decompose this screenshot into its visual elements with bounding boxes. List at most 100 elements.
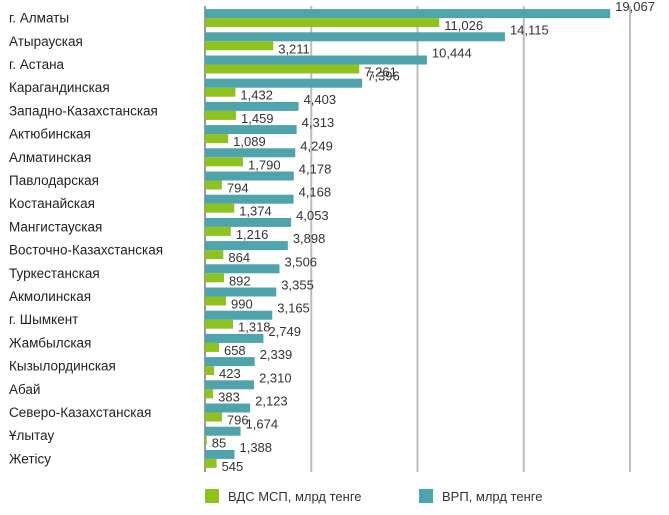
chart-row: Мангистауская 4,053 1,216	[9, 208, 329, 242]
bar-grp	[205, 101, 299, 111]
chart-row: Абай 2,310 383	[9, 370, 292, 404]
value-label-grp: 2,749	[268, 324, 301, 339]
chart-row: Карагандинская 7,396 1,432	[9, 69, 400, 103]
bar-sme-gva	[205, 134, 229, 144]
category-label: Алматинская	[9, 150, 91, 165]
bar-grp	[205, 148, 296, 158]
value-label-grp: 4,403	[304, 92, 337, 107]
bar-grp	[205, 333, 264, 343]
value-label-grp: 19,067	[615, 0, 655, 14]
chart-legend: ВДС МСП, млрд тенге ВРП, млрд тенге	[205, 489, 542, 504]
legend-swatch	[419, 489, 433, 503]
bar-sme-gva	[205, 389, 214, 399]
chart-row: Костанайская 4,168 1,374	[9, 185, 331, 219]
legend-item: ВРП, млрд тенге	[419, 489, 542, 504]
category-label: Атырауская	[9, 34, 83, 49]
value-label-sme-gva: 864	[228, 250, 250, 265]
bar-grp	[205, 449, 235, 459]
bar-grp	[205, 426, 241, 436]
bar-grp	[205, 357, 255, 367]
value-label-grp: 1,388	[239, 440, 272, 455]
value-label-grp: 4,249	[300, 138, 333, 153]
category-label: Кызылординская	[9, 359, 116, 374]
bar-grp	[205, 241, 288, 251]
value-label-grp: 3,506	[285, 254, 318, 269]
value-label-grp: 3,355	[281, 278, 314, 293]
value-label-grp: 4,168	[299, 185, 332, 200]
chart-rows: г. Алматы 19,067 11,026 Атырауская 14,115 3,2…	[9, 0, 655, 474]
legend-label: ВДС МСП, млрд тенге	[228, 489, 362, 504]
value-label-sme-gva: 1,790	[248, 157, 281, 172]
bar-sme-gva	[205, 319, 234, 329]
legend-item: ВДС МСП, млрд тенге	[205, 489, 362, 504]
category-label: Туркестанская	[9, 266, 100, 281]
value-label-grp: 14,115	[510, 22, 549, 37]
chart-row: Ұлытау 1,674 85	[9, 417, 278, 451]
bar-grp	[205, 194, 294, 204]
bar-grp	[205, 264, 280, 274]
bar-grp	[205, 32, 505, 42]
bar-sme-gva	[205, 110, 237, 120]
bar-grp	[205, 125, 297, 135]
bar-sme-gva	[205, 273, 224, 283]
value-label-sme-gva: 1,374	[239, 204, 272, 219]
category-label: г. Астана	[9, 57, 65, 72]
value-label-sme-gva: 1,432	[240, 88, 273, 103]
category-label: Северо-Казахстанская	[9, 405, 151, 420]
bar-sme-gva	[205, 41, 274, 51]
bar-sme-gva	[205, 366, 214, 376]
bar-sme-gva	[205, 180, 222, 190]
category-label: Мангистауская	[9, 219, 102, 234]
category-label: Карагандинская	[9, 80, 110, 95]
category-label: г. Алматы	[9, 11, 69, 26]
value-label-grp: 4,313	[302, 115, 335, 130]
chart-row: Актюбинская 4,313 1,089	[9, 115, 334, 149]
bar-sme-gva	[205, 250, 224, 260]
chart-row: Атырауская 14,115 3,211	[9, 22, 549, 56]
chart-row: г. Астана 10,444 7,261	[9, 46, 472, 80]
chart-row: Восточно-Казахстанская 3,898 864	[9, 231, 325, 265]
value-label-sme-gva: 658	[224, 343, 246, 358]
chart-row: Алматинская 4,249 1,790	[9, 138, 333, 172]
category-label: Костанайская	[9, 196, 95, 211]
bar-sme-gva	[205, 64, 360, 74]
value-label-sme-gva: 892	[229, 273, 251, 288]
bar-sme-gva	[205, 342, 219, 352]
bar-grp	[205, 9, 611, 19]
category-label: Актюбинская	[9, 127, 91, 142]
bar-sme-gva	[205, 412, 222, 422]
bar-grp	[205, 171, 294, 181]
legend-swatch	[205, 489, 219, 503]
bar-grp	[205, 55, 427, 65]
category-label: Жамбылская	[9, 335, 91, 350]
bar-sme-gva	[205, 18, 440, 28]
value-label-sme-gva: 1,216	[236, 227, 269, 242]
bar-grp	[205, 310, 273, 320]
bar-grp	[205, 217, 292, 227]
bar-grp	[205, 380, 255, 390]
chart-row: г. Шымкент 3,165 1,318	[9, 301, 310, 335]
category-label: Абай	[9, 382, 40, 397]
value-label-sme-gva: 85	[212, 436, 226, 451]
category-label: Ұлытау	[9, 428, 54, 443]
chart-row: Акмолинская 3,355 990	[9, 278, 314, 312]
category-label: Жетісу	[9, 451, 51, 466]
bar-sme-gva	[205, 435, 207, 445]
value-label-sme-gva: 1,459	[241, 111, 274, 126]
category-label: г. Шымкент	[9, 312, 78, 327]
chart-row: г. Алматы 19,067 11,026	[9, 0, 655, 33]
chart-row: Кызылординская 2,339 423	[9, 347, 292, 381]
value-label-sme-gva: 794	[227, 181, 249, 196]
value-label-sme-gva: 423	[219, 366, 241, 381]
value-label-grp: 4,053	[296, 208, 329, 223]
legend-label: ВРП, млрд тенге	[442, 489, 542, 504]
chart-row: Туркестанская 3,506 892	[9, 254, 317, 288]
value-label-grp: 10,444	[432, 46, 472, 61]
value-label-grp: 1,674	[246, 417, 279, 432]
value-label-sme-gva: 1,318	[238, 320, 271, 335]
bar-grp	[205, 78, 363, 88]
chart-row: Западно-Казахстанская 4,403 1,459	[9, 92, 336, 126]
bar-sme-gva	[205, 296, 227, 306]
bar-sme-gva	[205, 203, 235, 213]
bar-sme-gva	[205, 226, 231, 236]
